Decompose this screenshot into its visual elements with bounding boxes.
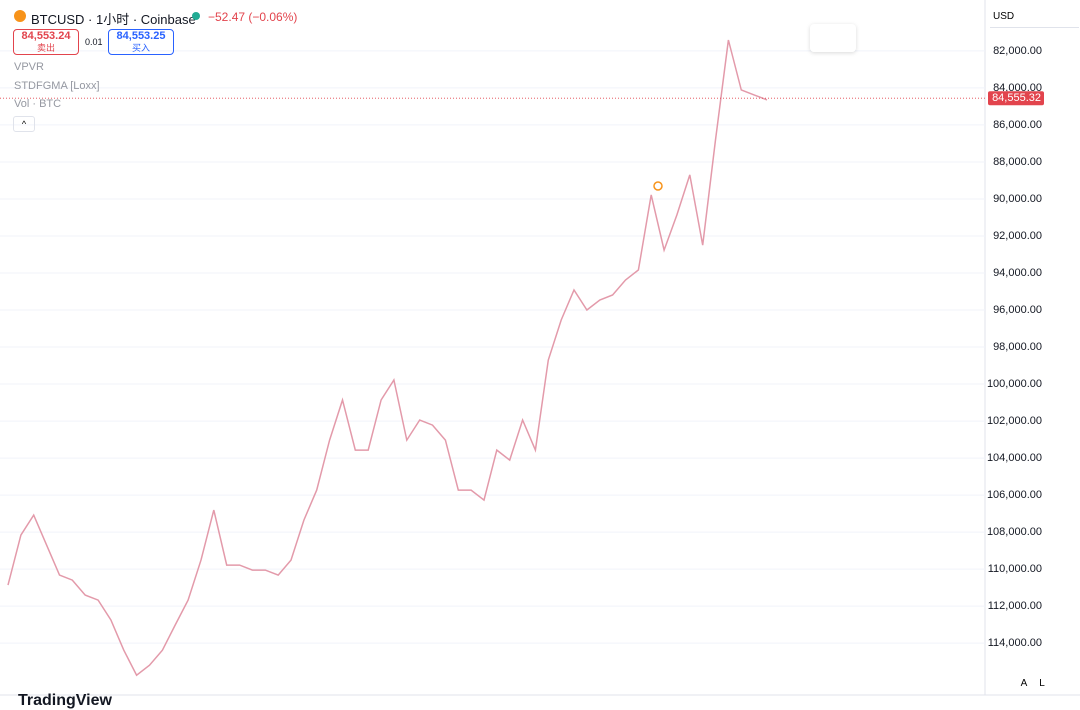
y-tick-label: 94,000.00 <box>993 267 1042 279</box>
y-tick-label: 100,000.00 <box>987 378 1042 390</box>
y-tick-label: 104,000.00 <box>987 452 1042 464</box>
spread: 0.01 <box>85 37 103 47</box>
collapse-button[interactable]: ^ <box>13 116 35 132</box>
log-scale[interactable]: L <box>1039 678 1045 689</box>
brand: TradingView <box>18 692 112 709</box>
y-tick-label: 88,000.00 <box>993 156 1042 168</box>
y-tick-label: 90,000.00 <box>993 193 1042 205</box>
indicator[interactable]: STDFGMA [Loxx] <box>14 80 100 92</box>
sell-button[interactable]: 84,553.24 卖出 <box>13 29 79 55</box>
y-tick-label: 86,000.00 <box>993 119 1042 131</box>
y-tick-label: 112,000.00 <box>988 600 1042 612</box>
y-tick-label: 82,000.00 <box>993 45 1042 57</box>
currency-select[interactable]: USD <box>990 7 1079 28</box>
sell-label: 卖出 <box>36 43 55 53</box>
y-tick-label: 98,000.00 <box>993 341 1042 353</box>
buy-button[interactable]: 84,553.25 买入 <box>108 29 174 55</box>
price-line <box>7 39 768 677</box>
y-tick-label: 114,000.00 <box>988 637 1042 649</box>
y-tick-label: 96,000.00 <box>993 304 1042 316</box>
y-tick-label: 106,000.00 <box>987 489 1042 501</box>
change: −52.47 (−0.06%) <box>208 10 298 24</box>
y-tick-label: 84,000.00 <box>993 82 1042 94</box>
buy-label: 买入 <box>131 43 150 53</box>
coin-icon <box>14 10 26 22</box>
auto-scale[interactable]: A <box>1020 678 1028 689</box>
toolbar[interactable] <box>810 24 856 52</box>
y-tick-label: 110,000.00 <box>988 563 1042 575</box>
event-marker <box>653 181 663 191</box>
y-tick-label: 102,000.00 <box>987 415 1042 427</box>
y-tick-label: 108,000.00 <box>987 526 1042 538</box>
buy-price: 84,553.25 <box>116 30 166 42</box>
y-tick-label: 92,000.00 <box>993 230 1042 242</box>
last-price-box <box>988 91 1044 106</box>
indicator[interactable]: Vol · BTC <box>14 98 62 110</box>
symbol[interactable]: BTCUSD · 1小时 · Coinbase <box>31 12 196 27</box>
indicator[interactable]: VPVR <box>14 61 44 73</box>
last-price-label: 84,555.32 <box>992 92 1041 104</box>
status-dot <box>192 12 200 20</box>
sell-price: 84,553.24 <box>21 30 71 42</box>
